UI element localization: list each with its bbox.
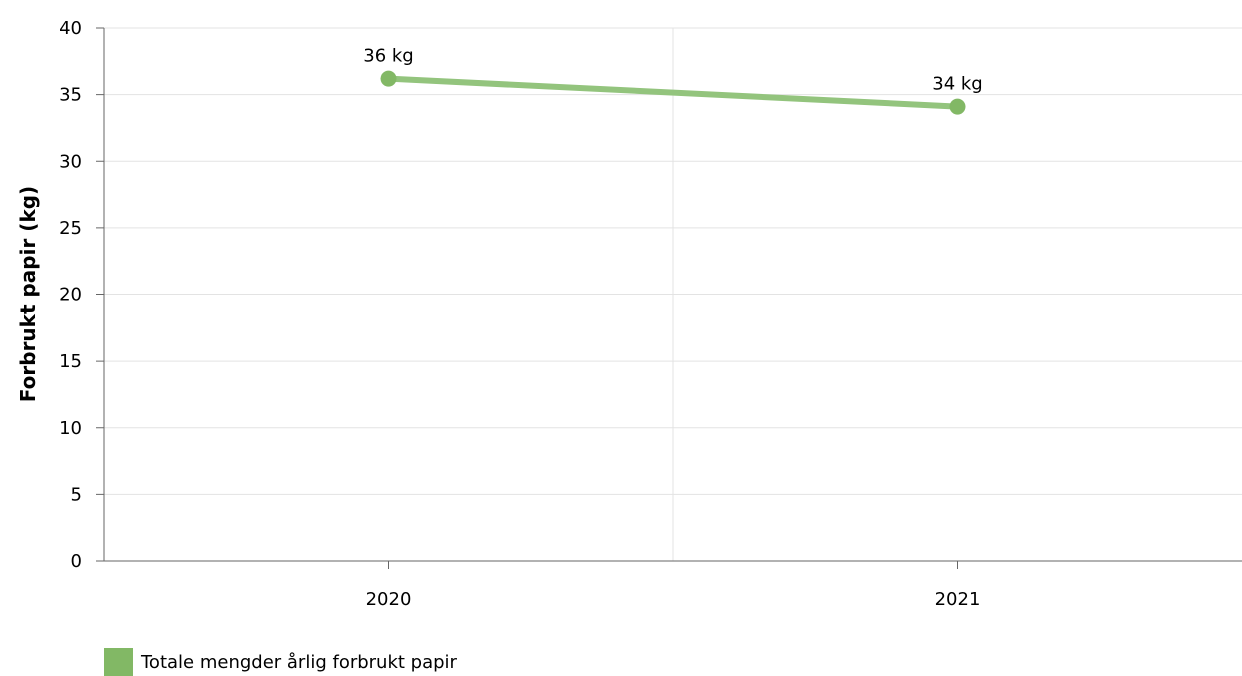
grid-lines	[104, 27, 1242, 561]
tick-labels: 0 5 10 15 20 25 30 35 40 2020 2021	[59, 18, 980, 610]
legend[interactable]: Totale mengder årlig forbrukt papir	[104, 648, 457, 676]
data-label: 36 kg	[363, 46, 413, 67]
data-labels: 36 kg 34 kg	[363, 46, 982, 95]
legend-label: Totale mengder årlig forbrukt papir	[141, 651, 457, 673]
y-tick-label: 35	[59, 85, 82, 106]
y-tick-label: 40	[59, 18, 82, 39]
y-axis-title: Forbrukt papir (kg)	[16, 186, 40, 402]
series-lines	[385, 75, 961, 110]
x-tick-label: 2020	[366, 589, 412, 610]
axes	[96, 27, 1242, 569]
x-tick-label: 2021	[935, 589, 981, 610]
series-line	[385, 75, 961, 110]
data-point	[949, 98, 966, 115]
y-tick-label: 30	[59, 151, 82, 172]
y-tick-label: 20	[59, 285, 82, 306]
y-tick-label: 25	[59, 218, 82, 239]
y-tick-label: 5	[71, 484, 82, 505]
y-tick-label: 15	[59, 351, 82, 372]
data-points	[380, 70, 966, 115]
data-label: 34 kg	[932, 74, 982, 95]
data-point	[380, 70, 397, 87]
legend-swatch	[104, 648, 133, 676]
y-tick-label: 10	[59, 418, 82, 439]
y-tick-label: 0	[71, 551, 82, 572]
